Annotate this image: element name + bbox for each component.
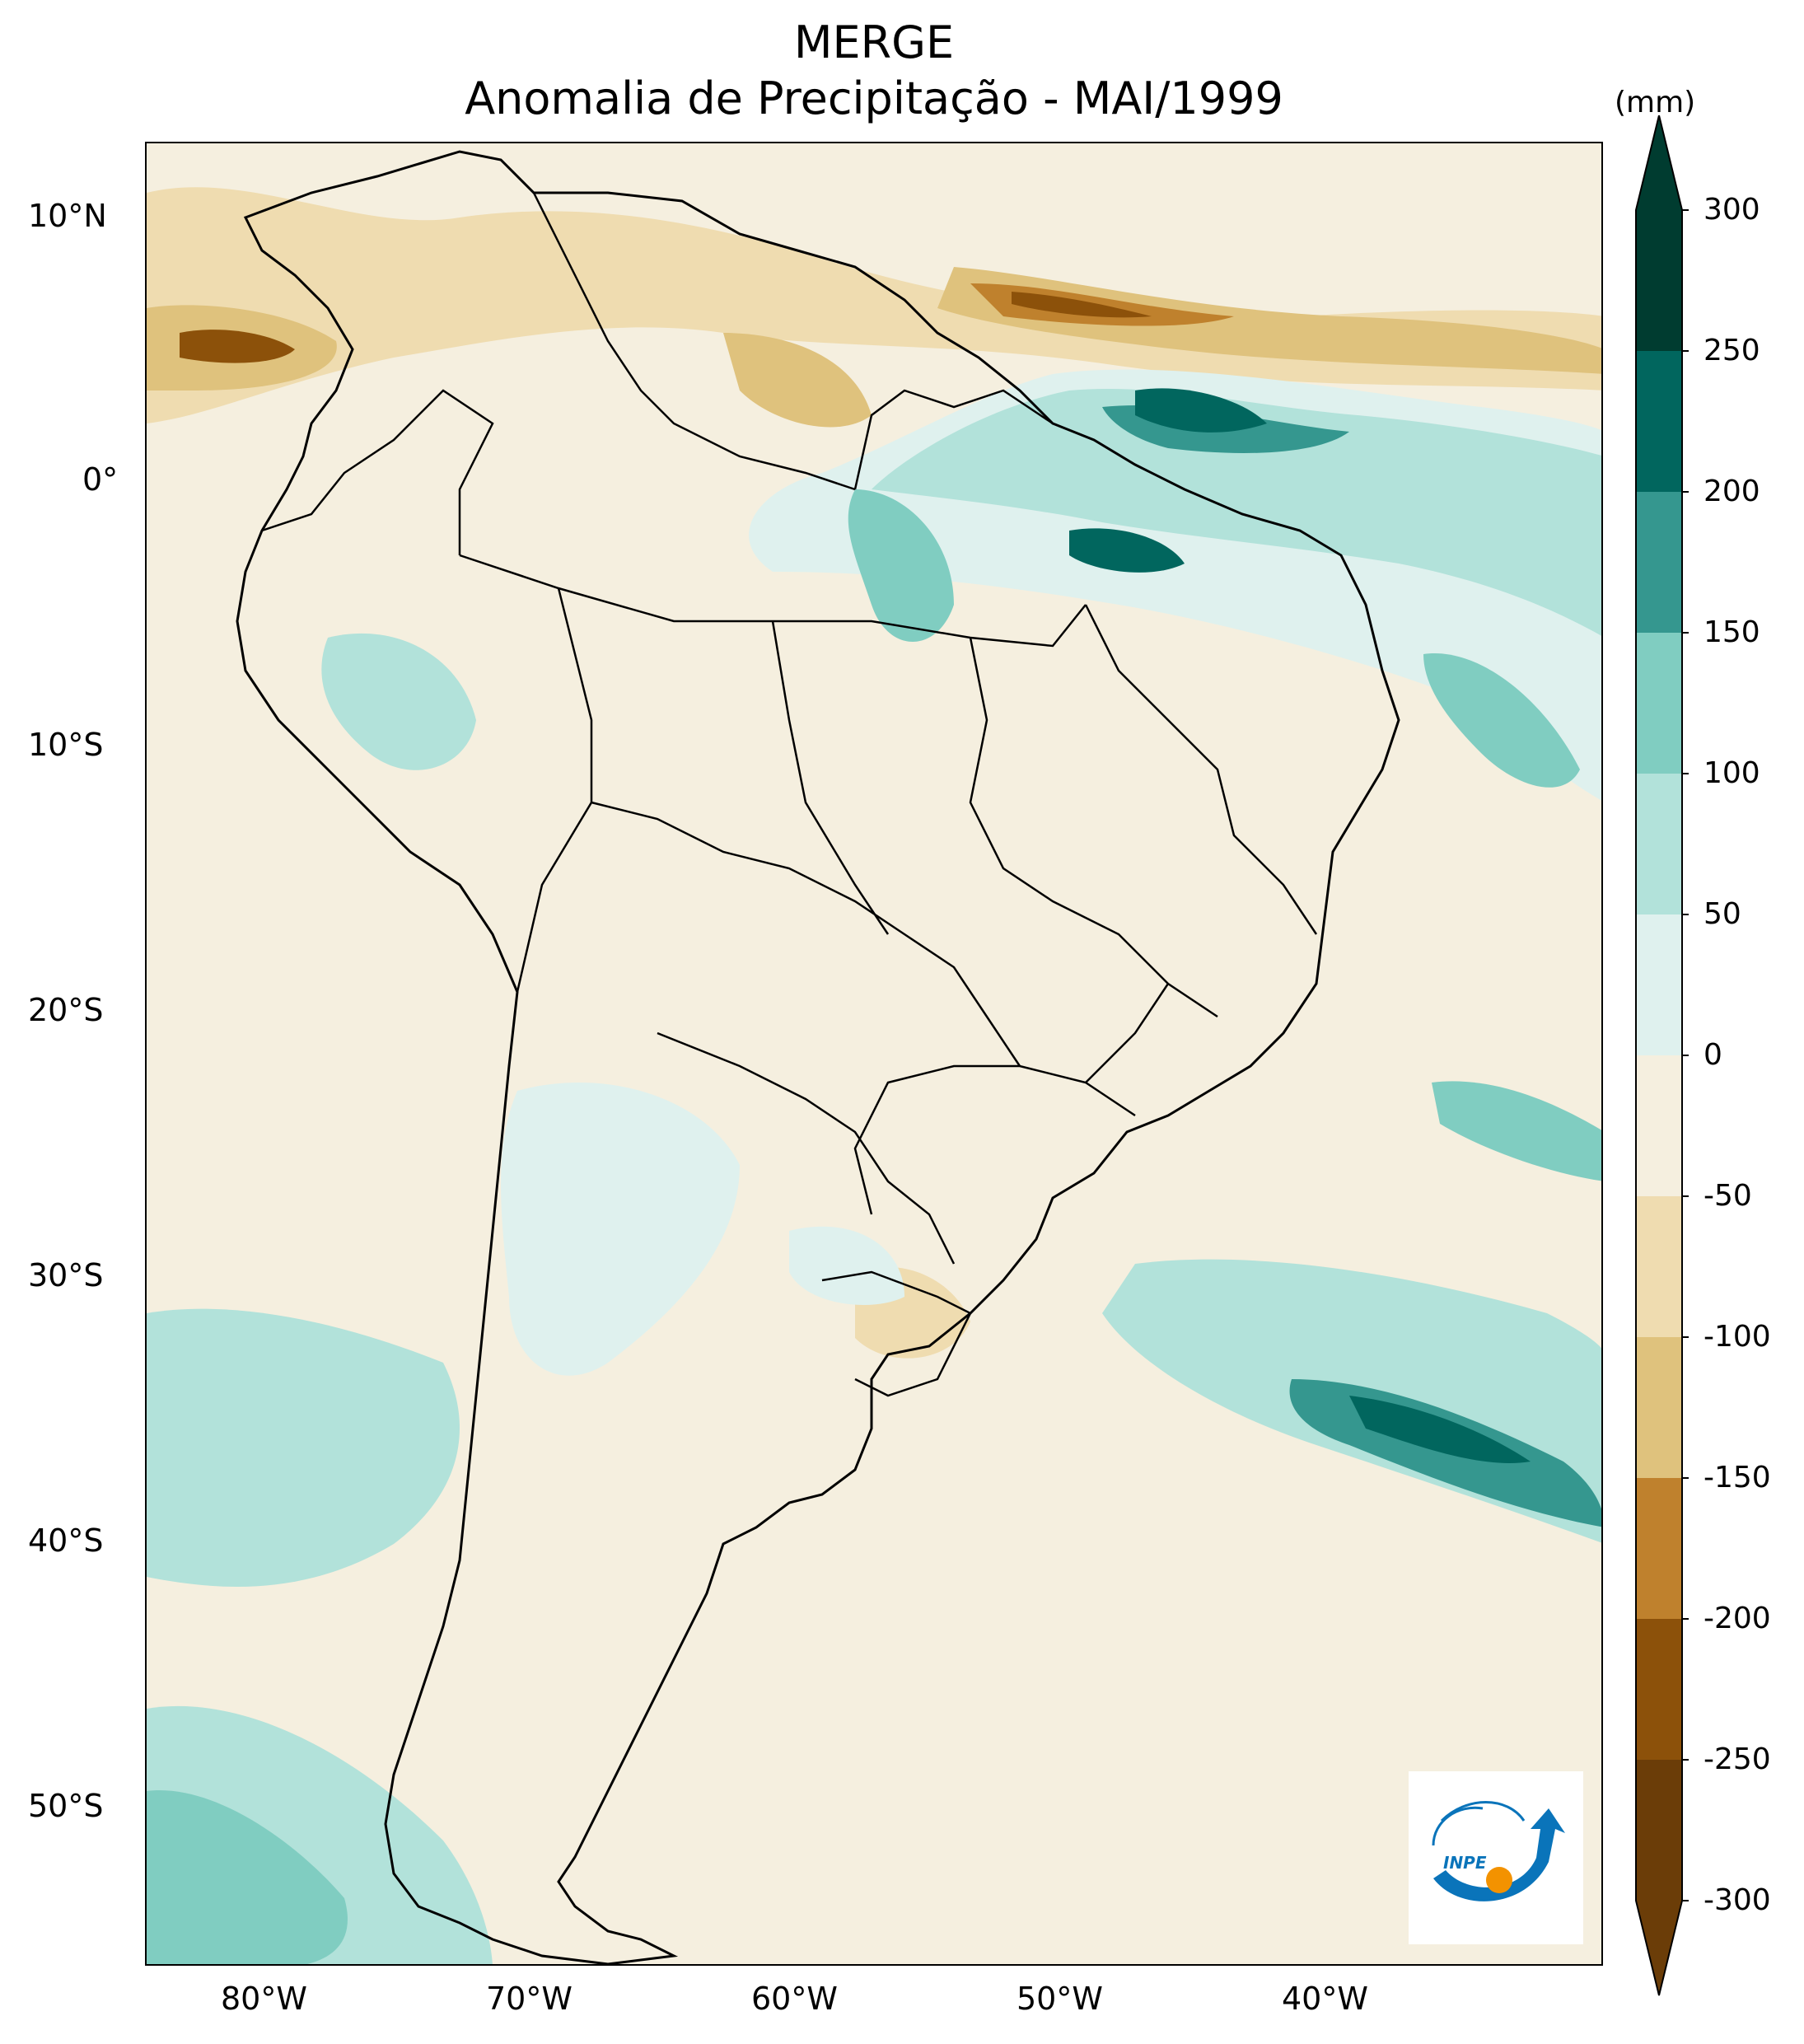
border-line [532,192,856,491]
lon-tick-label: 70°W [486,1981,573,2017]
colorbar-units: (mm) [1615,86,1696,119]
colorbar-segment [1636,351,1682,493]
border-line [516,587,593,993]
border-line [821,1270,972,1397]
colorbar-segment [1636,1337,1682,1479]
border-line [591,801,1021,1067]
colorbar-tick-label: 200 [1704,475,1760,508]
lat-tick-label: 30°S [28,1257,104,1293]
wet-anomaly-region [321,633,476,770]
lat-tick-label: 10°N [28,198,107,234]
colorbar-tick-label: -150 [1704,1461,1771,1494]
inpe-logo-text: INPE [1443,1853,1487,1873]
wet-anomaly-region [147,1308,460,1587]
map-title: MERGE [793,16,955,68]
colorbar-tick-label: -100 [1704,1320,1771,1354]
border-line [459,554,1087,648]
colorbar-segment [1636,633,1682,774]
border-line [1085,983,1170,1083]
colorbar-tick-label: 300 [1704,193,1760,227]
lat-tick-label: 20°S [28,992,104,1028]
dry-anomaly-region [1012,292,1152,318]
lat-tick-label: 40°S [28,1522,104,1559]
colorbar-tick-label: 250 [1704,334,1760,367]
dry-anomaly-region [937,267,1601,374]
lat-tick-label: 10°S [28,727,104,763]
wet-anomaly-region [789,1226,904,1305]
map-area[interactable] [145,142,1603,1966]
wet-anomaly-region [1349,1396,1531,1463]
colorbar-segment [1636,492,1682,634]
colorbar-segment [1636,774,1682,915]
colorbar-segment [1636,1478,1682,1620]
dry-anomaly-region [180,330,295,363]
lon-tick-label: 50°W [1017,1981,1103,2017]
colorbar-segment [1636,1196,1682,1338]
lat-tick-label: 0° [82,461,119,498]
border-line [1084,604,1318,935]
wet-anomaly-region [147,1790,348,1964]
border-line [771,620,890,935]
border-line [853,389,1054,490]
wet-anomaly-region [848,489,954,642]
colorbar [1635,115,1689,1996]
wet-anomaly-region [1432,1081,1601,1181]
wet-anomaly-region [1423,653,1580,788]
colorbar-segment [1636,210,1682,352]
dry-anomaly-region [723,333,872,428]
lat-tick-label: 50°S [28,1788,104,1824]
colorbar-tick-label: 100 [1704,756,1760,790]
colorbar-segment [1636,1760,1682,1901]
dry-anomaly-region [147,187,1601,423]
map-canvas [147,143,1601,1964]
colorbar-segment [1636,914,1682,1056]
colorbar-segment [1636,1619,1682,1761]
colorbar-tick-label: -50 [1704,1179,1752,1213]
colorbar-segments [1635,115,1689,1996]
continent-outline [236,150,1400,1964]
colorbar-segment [1636,1055,1682,1197]
colorbar-tick-label: 150 [1704,615,1760,649]
colorbar-tick-label: -250 [1704,1742,1771,1776]
border-line [657,1031,956,1265]
inpe-logo-mark: INPE [1432,1801,1565,1901]
colorbar-tick-label: -200 [1704,1602,1771,1635]
lon-tick-label: 60°W [751,1981,838,2017]
border-line [261,389,494,555]
colorbar-extend-min [1636,1901,1682,1995]
lon-tick-label: 80°W [221,1981,307,2017]
colorbar-tick-label: -300 [1704,1883,1771,1917]
colorbar-extend-max [1636,115,1682,210]
lon-tick-label: 40°W [1282,1981,1368,2017]
wet-anomaly-region [501,1083,740,1376]
map-subtitle: Anomalia de Precipitação - MAI/1999 [465,72,1283,124]
inpe-logo: INPE [1409,1771,1583,1944]
wet-anomaly-region [1069,528,1185,573]
colorbar-tick-label: 0 [1704,1038,1722,1072]
wet-anomaly-region [1135,388,1267,433]
colorbar-tick-label: 50 [1704,897,1741,931]
border-line [969,637,1218,1018]
